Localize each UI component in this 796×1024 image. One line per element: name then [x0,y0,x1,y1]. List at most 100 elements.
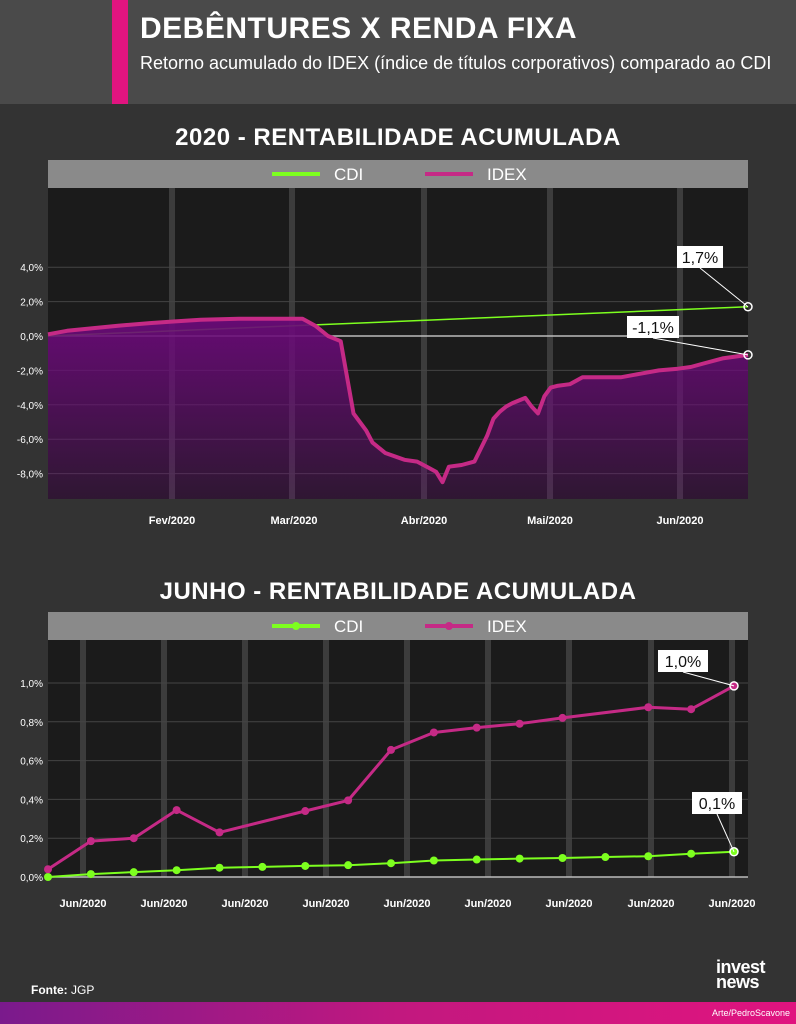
legend-marker-idex [445,622,453,630]
data-point-cdi [301,861,310,870]
grid-bar [242,640,248,877]
x-tick-label: Abr/2020 [401,515,447,527]
callout-label-idex: 1,0% [665,654,701,671]
y-tick-label: -8,0% [17,470,43,481]
chart-june: 1,0% 0,8% 0,6% 0,4% 0,2% 0,0% Jun/2020 Jun/2020… [20,612,756,910]
callout-dot [729,847,739,857]
x-tick-label: Mai/2020 [527,515,573,527]
source-note: Fonte: JGP [31,983,94,997]
callout-label-cdi: 1,7% [682,250,718,267]
data-point-cdi [86,870,95,879]
x-tick-label: Mar/2020 [270,515,317,527]
legend-label-idex: IDEX [487,165,527,184]
y-tick-label: 4,0% [20,263,43,274]
source-value: JGP [71,983,95,997]
x-tick-label: Jun/2020 [302,898,349,910]
chart-2020-ytd: 4,0% 2,0% 0,0% -2,0% -4,0% -6,0% -8,0% Fev/2020… [17,160,753,527]
callout-box [658,650,708,672]
grid-bar [648,640,654,877]
data-point-cdi [215,863,224,872]
data-point-cdi [172,866,181,875]
page-title: DEBÊNTURES X RENDA FIXA [140,12,578,45]
callout-leader [699,267,749,308]
y-tick-label: 2,0% [20,298,43,309]
x-tick-label: Jun/2020 [627,898,674,910]
legend-bar [48,612,748,640]
data-point-cdi [472,855,481,864]
y-tick-label: 0,6% [20,757,43,768]
accent-bar [112,0,128,104]
data-point-idex [558,713,567,722]
data-point-cdi [387,859,395,868]
callout-box [692,792,742,814]
y-tick-label: 0,8% [20,718,43,729]
data-point-idex [44,865,52,874]
grid-bar [566,640,572,877]
callout-box [677,246,723,268]
data-point-cdi [515,854,524,863]
callout-dot [729,681,739,691]
y-tick-label: 0,0% [20,873,43,884]
data-point-idex [730,681,738,690]
logo-line-1: invest [716,957,766,977]
callout-dot [743,350,753,360]
callout-leader [682,671,735,687]
x-tick-label: Jun/2020 [221,898,268,910]
investnews-logo: invest news [716,957,766,991]
source-label: Fonte: [31,983,68,997]
x-tick-label: Jun/2020 [708,898,755,910]
data-point-idex [172,806,181,815]
data-point-idex [301,807,310,816]
data-point-cdi [44,873,52,881]
data-point-idex [429,728,438,737]
page-subtitle: Retorno acumulado do IDEX (índice de tít… [140,53,772,73]
legend-marker-cdi [292,622,300,630]
series-line-idex [47,316,749,485]
grid-bar [161,640,167,877]
callout-box [627,316,679,338]
data-point-cdi [344,861,353,870]
grid-bar [323,640,329,877]
data-point-idex [387,745,395,754]
data-point-idex [129,834,138,843]
x-tick-label: Jun/2020 [59,898,106,910]
data-point-idex [215,828,224,837]
y-tick-label: 1,0% [20,679,43,690]
data-point-cdi [644,852,653,861]
data-point-cdi [558,853,567,862]
y-tick-label: -4,0% [17,401,43,412]
header-panel [0,0,796,104]
x-tick-label: Jun/2020 [140,898,187,910]
credit-text: Arte/PedroScavone [711,1008,790,1018]
grid-bar [404,640,410,877]
plot-area [48,640,748,877]
callout-leader [652,337,749,356]
data-point-idex [687,705,696,714]
callout-leader [716,813,735,852]
y-tick-label: -2,0% [17,366,43,377]
grid-bar [547,188,553,499]
x-tick-label: Jun/2020 [383,898,430,910]
chart-2-title: JUNHO - RENTABILIDADE ACUMULADA [159,578,637,605]
callout-label-cdi: 0,1% [699,796,735,813]
data-point-cdi [601,853,610,862]
data-point-cdi [730,847,738,856]
chart-1-title: 2020 - RENTABILIDADE ACUMULADA [175,124,621,151]
data-point-idex [344,796,353,805]
x-tick-label: Jun/2020 [656,515,703,527]
legend-label-cdi: CDI [334,165,363,184]
grid-bar [677,188,683,499]
x-tick-label: Jun/2020 [545,898,592,910]
data-point-cdi [258,862,267,871]
y-tick-label: 0,2% [20,834,43,845]
idex-area [48,318,748,499]
y-tick-label: 0,0% [20,332,43,343]
legend-label-cdi: CDI [334,617,363,636]
data-point-idex [472,723,481,732]
grid-bar [729,640,735,877]
grid-bar [485,640,491,877]
y-tick-label: 0,4% [20,795,43,806]
y-tick-label: -6,0% [17,435,43,446]
bottom-gradient-bar [0,1002,796,1024]
data-point-idex [86,837,95,846]
